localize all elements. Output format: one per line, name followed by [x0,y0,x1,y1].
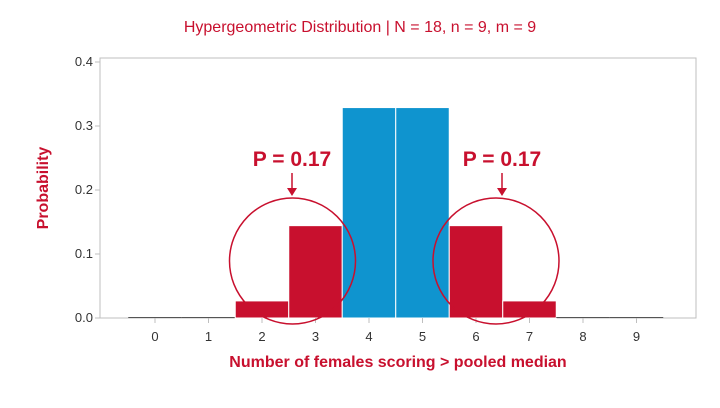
annotation-circle [228,197,357,325]
bar-7 [502,300,557,319]
annotation-label: P = 0.17 [253,148,331,171]
x-tick-label: 9 [633,329,640,344]
chart-title: Hypergeometric Distribution | N = 18, n … [183,19,537,36]
bar-3 [288,225,343,319]
x-tick-label: 4 [365,329,372,344]
annotation-circle [432,197,560,325]
bar-6 [448,225,504,319]
x-tick-label: 7 [526,329,533,344]
annotation-arrow-head [287,188,297,196]
y-tick-label: 0.1 [75,246,93,261]
x-tick-label: 2 [258,329,265,344]
x-tick-label: 6 [472,329,479,344]
y-tick-label: 0.3 [75,118,93,133]
annotation-arrow-head [497,188,507,196]
y-tick-label: 0.2 [75,182,93,197]
y-tick-label: 0.0 [75,310,93,325]
x-tick-label: 0 [151,329,158,344]
x-axis-label: Number of females scoring > pooled media… [229,354,567,371]
x-tick-label: 3 [312,329,319,344]
y-tick-label: 0.4 [75,54,93,69]
x-tick-label: 1 [205,329,212,344]
bar-5 [395,107,450,319]
annotation-label: P = 0.17 [463,148,541,171]
x-tick-label: 8 [579,329,586,344]
x-tick-label: 5 [419,329,426,344]
